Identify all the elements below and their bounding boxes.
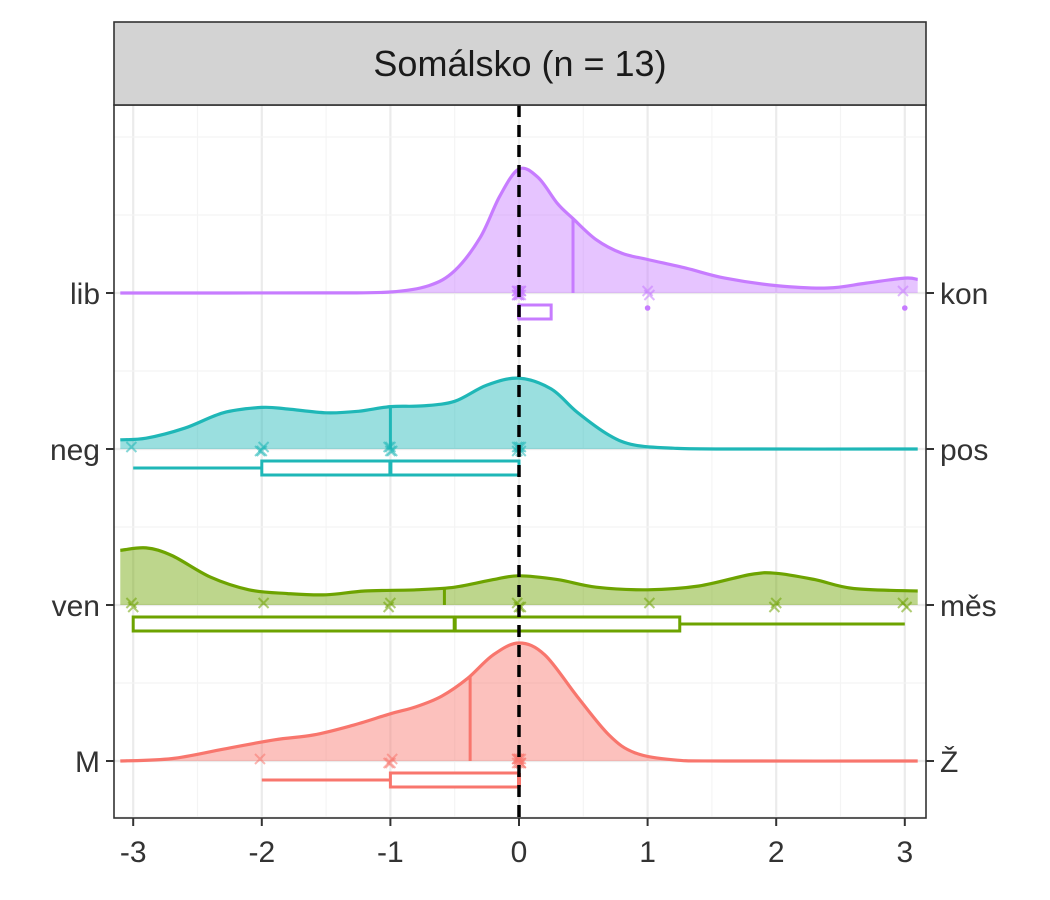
x-tick-label: 1 <box>639 836 656 869</box>
data-point <box>257 597 270 609</box>
facet-strip: Somálsko (n = 13) <box>113 21 927 106</box>
box-body <box>388 771 521 789</box>
density-curve <box>120 376 918 451</box>
y-tick-label-left: M <box>75 746 100 779</box>
x-tick-label: -3 <box>120 836 147 869</box>
x-tick-label: -1 <box>377 836 404 869</box>
y-tick-label-right: Ž <box>940 746 958 779</box>
box-outlier <box>902 305 908 311</box>
data-point <box>643 289 656 301</box>
density-curve <box>120 166 918 295</box>
data-point <box>127 601 139 613</box>
y-tick-label-right: měs <box>940 590 997 623</box>
x-tick-label: -2 <box>248 836 275 869</box>
data-point <box>125 441 138 453</box>
y-tick-label-left: neg <box>50 434 100 467</box>
data-point <box>382 757 395 769</box>
data-point <box>254 445 266 457</box>
box-body <box>517 303 553 321</box>
x-tick-label: 2 <box>768 836 785 869</box>
facet-strip-title: Somálsko (n = 13) <box>373 43 666 84</box>
y-tick-label-left: ven <box>52 590 100 623</box>
data-point <box>384 445 397 457</box>
data-point <box>384 597 397 609</box>
data-point <box>254 753 266 765</box>
density-area <box>120 643 918 762</box>
x-tick-label: 3 <box>896 836 913 869</box>
box-body <box>131 615 682 633</box>
data-point <box>897 285 909 297</box>
data-point <box>643 597 656 609</box>
data-point <box>770 597 782 609</box>
facet-strip-background <box>113 21 927 106</box>
y-tick-label-right: pos <box>940 434 988 467</box>
y-tick-label-right: kon <box>940 278 988 311</box>
box-outlier <box>644 305 651 311</box>
density-curve <box>120 546 918 597</box>
data-point <box>897 597 909 609</box>
x-tick-label: 0 <box>511 836 528 869</box>
axes: lib kon neg pos ven měs M Ž -3 -2 -1 0 1 2 3 <box>50 278 997 869</box>
density-curve <box>120 641 918 763</box>
y-tick-label-left: lib <box>70 278 100 311</box>
